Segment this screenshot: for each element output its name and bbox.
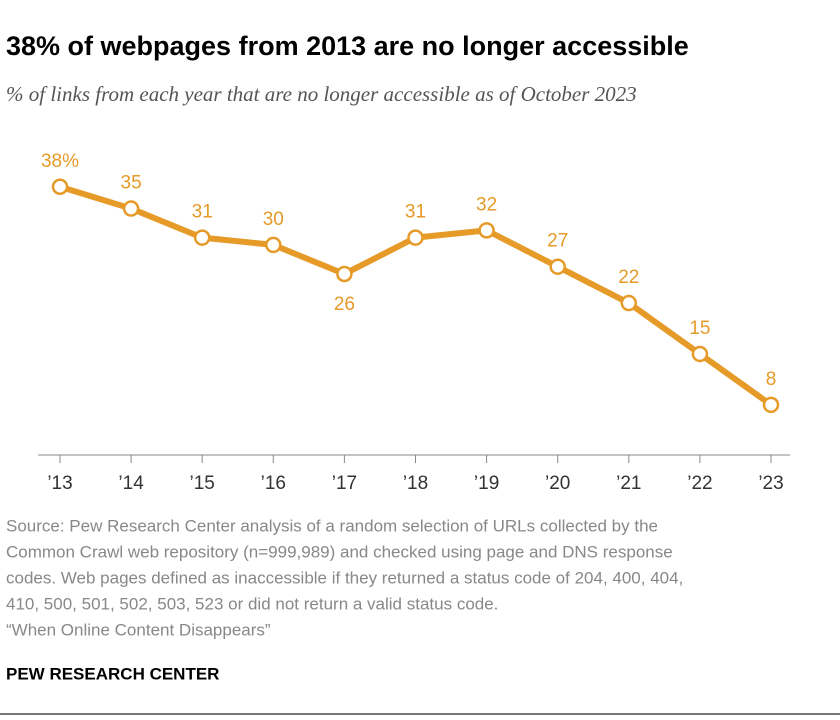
marker	[478, 222, 495, 239]
chart-title: 38% of webpages from 2013 are no longer …	[6, 31, 689, 61]
value-label: 8	[766, 369, 777, 390]
value-label: 38%	[41, 151, 79, 172]
x-tick-label: ’18	[403, 473, 428, 494]
value-label: 31	[405, 202, 426, 223]
value-label: 15	[689, 318, 710, 339]
value-label: 31	[192, 202, 213, 223]
value-label: 35	[121, 173, 142, 194]
source-line: Source: Pew Research Center analysis of …	[6, 516, 658, 535]
value-label: 22	[618, 267, 639, 288]
x-tick-label: ’17	[332, 473, 357, 494]
x-tick-label: ’13	[47, 473, 72, 494]
marker	[51, 178, 69, 195]
x-tick-label: ’23	[758, 473, 783, 494]
marker	[549, 258, 566, 275]
chart-subtitle: % of links from each year that are no lo…	[6, 82, 637, 106]
value-label: 26	[334, 294, 355, 315]
source-line: 410, 500, 501, 502, 503, 523 or did not …	[6, 594, 498, 613]
marker	[265, 236, 282, 254]
source-line: codes. Web pages defined as inaccessible…	[6, 568, 683, 587]
marker	[762, 396, 780, 414]
value-label: 30	[263, 209, 284, 230]
marker	[620, 294, 638, 312]
x-tick-label: ’20	[545, 473, 570, 494]
marker	[407, 229, 424, 246]
marker	[691, 345, 709, 363]
marker	[193, 229, 211, 246]
brand: PEW RESEARCH CENTER	[6, 664, 219, 683]
x-tick-label: ’15	[190, 473, 215, 494]
x-tick-label: ’19	[474, 473, 499, 494]
note: “When Online Content Disappears”	[6, 620, 271, 639]
marker	[122, 200, 140, 217]
x-tick-label: ’22	[687, 473, 712, 494]
value-label: 32	[476, 194, 497, 215]
source-line: Common Crawl web repository (n=999,989) …	[6, 542, 673, 561]
x-tick-label: ’16	[261, 473, 286, 494]
x-tick-label: ’14	[118, 473, 144, 494]
x-tick-label: ’21	[616, 473, 641, 494]
value-label: 27	[547, 231, 568, 252]
marker	[336, 265, 353, 283]
